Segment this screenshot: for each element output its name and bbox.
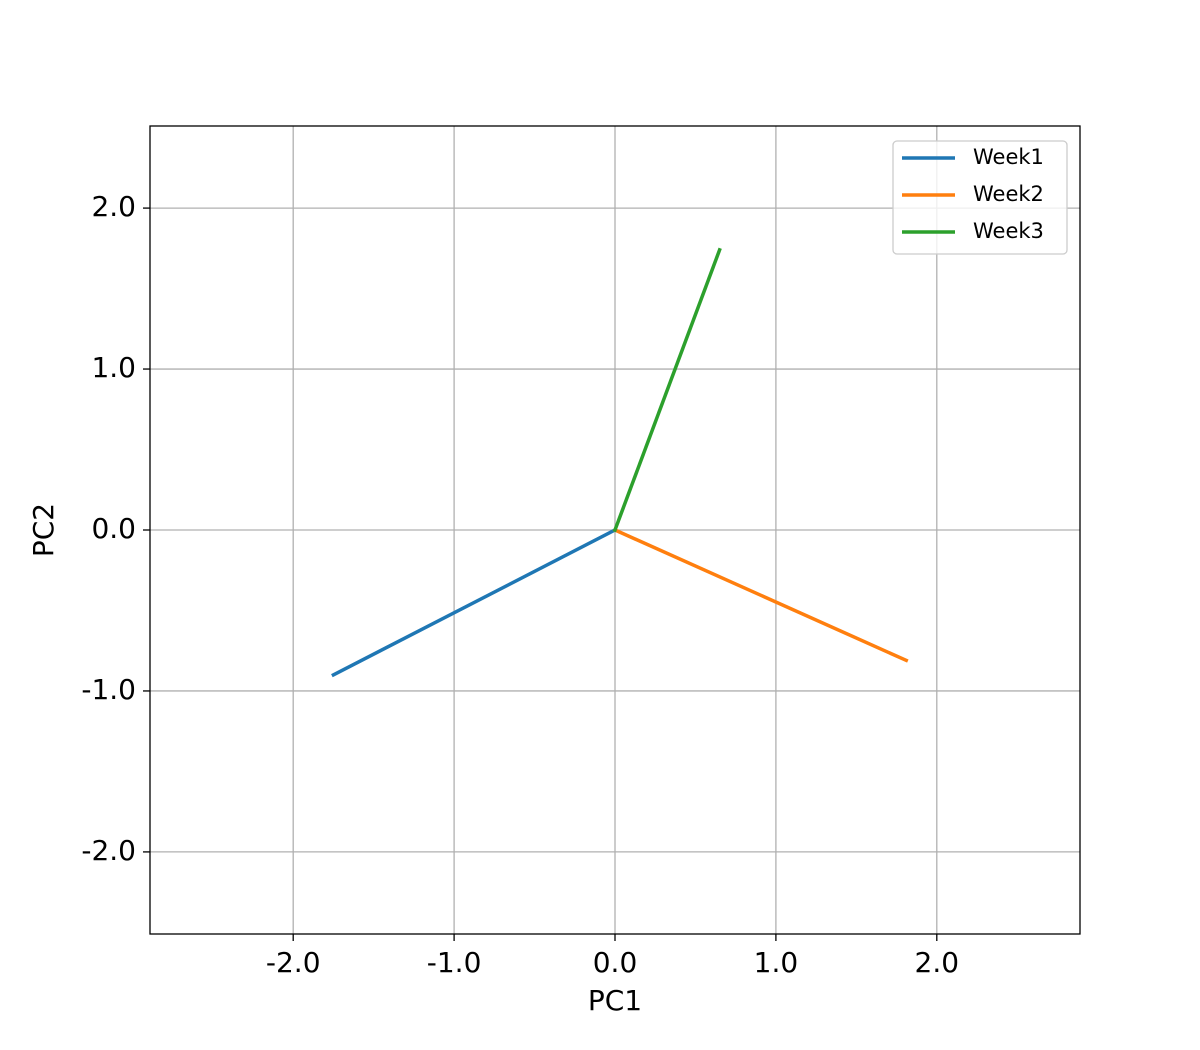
series-line (331, 527, 618, 678)
y-tick-label: -2.0 (81, 834, 136, 867)
legend-box (892, 140, 1068, 255)
series-line (612, 247, 722, 533)
x-tick-label: 2.0 (915, 946, 960, 979)
legend-label: Week3 (973, 219, 1044, 243)
x-tick-label: 1.0 (754, 946, 799, 979)
legend-label: Week2 (973, 182, 1044, 206)
x-tick-label: 0.0 (593, 946, 638, 979)
y-tick-label: -1.0 (81, 673, 136, 706)
y-axis-label: PC2 (27, 503, 60, 557)
series-line (612, 527, 909, 663)
y-tick-label: 0.0 (91, 512, 136, 545)
y-tick-label: 2.0 (91, 190, 136, 223)
y-tick-label: 1.0 (91, 351, 136, 384)
legend: Week1 Week2 Week3 (892, 140, 1068, 255)
x-tick-label: -2.0 (266, 946, 321, 979)
x-axis-label: PC1 (588, 984, 642, 1017)
lines (331, 247, 909, 678)
x-tick-label: -1.0 (427, 946, 482, 979)
legend-label: Week1 (973, 145, 1044, 169)
